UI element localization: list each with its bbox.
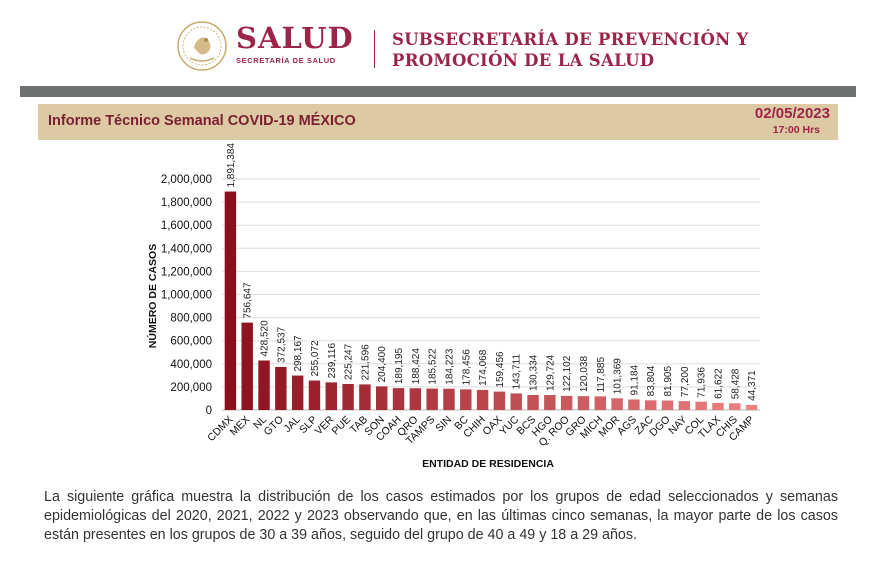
bar-ags [628,399,640,410]
value-label: 44,371 [747,370,758,401]
bar-mich [594,396,606,410]
bar-gro [577,396,590,410]
bar-oax [493,391,506,410]
page-header: SALUD SECRETARÍA DE SALUD SUBSECRETARÍA … [0,0,876,86]
value-labels: 1,891,384 756,647 428,520 372,537 298,167 255… [226,143,758,401]
value-label: 101,369 [613,358,624,395]
y-tick-label: 1,600,000 [161,220,212,232]
value-label: 239,116 [327,343,338,379]
value-label: 225,247 [344,343,355,380]
bar-sin [443,388,455,410]
header-divider-bar [20,86,856,97]
x-axis-ticks: CDMXMEXNLGTOJALSLPVERPUETABSONCOAHQROTAM… [205,413,757,449]
value-label: 81,905 [663,366,674,397]
value-label: 83,804 [646,365,657,396]
value-label: 120,038 [579,356,590,393]
y-tick-label: 1,800,000 [161,197,212,209]
chart-description: La siguiente gráfica muestra la distribu… [44,489,838,543]
value-label: 71,936 [697,367,708,398]
bar-col [695,401,707,410]
value-label: 255,072 [310,340,321,377]
subsecretaria-line-1: SUBSECRETARÍA DE PREVENCIÓN Y [392,30,749,49]
coat-of-arms-logo [177,21,227,71]
bar-camp [745,404,758,410]
brand-subtitle: SECRETARÍA DE SALUD [236,56,336,65]
value-label: 91,184 [629,364,640,395]
bar-pue [342,383,354,410]
report-title: Informe Técnico Semanal COVID-19 MÉXICO [48,113,356,129]
value-label: 189,195 [394,348,405,385]
subsecretaria-title: SUBSECRETARÍA DE PREVENCIÓN Y PROMOCIÓN … [392,29,749,71]
bar-mex [241,322,253,410]
bar-tamps [426,388,438,410]
bar-son [376,386,388,410]
value-label: 178,456 [461,349,472,386]
y-axis-ticks: 0 200,000 400,000 600,000 800,000 1,000,000 1,… [161,174,212,417]
y-tick-label: 2,000,000 [161,174,212,186]
y-axis-label: NÚMERO DE CASOS [146,244,159,348]
bar-tab [359,384,371,410]
y-tick-label: 1,000,000 [161,290,212,302]
bar-cdmx [224,191,237,410]
y-tick-label: 1,200,000 [161,266,212,278]
bar-jal [291,375,304,410]
bar-q-roo [560,395,573,410]
report-title-bar: Informe Técnico Semanal COVID-19 MÉXICO … [38,104,838,140]
value-label: 221,596 [360,344,371,381]
bar-nay [678,401,691,410]
y-tick-label: 800,000 [170,313,212,325]
value-label: 77,200 [680,366,691,397]
value-label: 159,456 [495,351,506,388]
y-tick-label: 1,400,000 [161,243,212,255]
bar-mor [611,398,623,410]
value-label: 1,891,384 [226,143,237,188]
value-label: 174,068 [478,349,489,386]
bar-ver [325,382,337,410]
bar-hgo [544,395,556,410]
value-label: 117,885 [596,357,607,393]
bar-nl [258,360,270,410]
chart-gridlines [222,178,760,411]
bar-chih [476,389,489,410]
value-label: 58,428 [730,368,741,399]
x-tick-label: MEX [228,414,253,439]
value-label: 204,400 [377,346,388,383]
value-label: 372,537 [276,326,287,363]
bar-bcs [527,394,539,410]
value-label: 756,647 [243,282,254,319]
value-label: 129,724 [545,354,556,391]
bar-yuc [510,393,522,410]
bar-slp [308,380,321,410]
bar-zac [645,400,657,410]
header-divider [374,30,375,68]
y-tick-label: 200,000 [170,382,212,394]
y-tick-label: 400,000 [170,359,212,371]
value-label: 143,711 [512,354,523,390]
bar-chis [729,403,741,410]
subsecretaria-line-2: PROMOCIÓN DE LA SALUD [392,51,655,70]
bar-gto [275,366,287,410]
value-label: 61,622 [713,368,724,399]
y-tick-label: 0 [206,405,212,417]
cases-by-state-chart: 0 200,000 400,000 600,000 800,000 1,000,000 1,… [146,143,760,470]
value-label: 298,167 [293,335,304,372]
bar-bc [460,389,472,410]
brand-logo: SALUD SECRETARÍA DE SALUD [236,22,354,65]
chart-bars [224,191,758,410]
value-label: 188,424 [411,348,422,385]
report-time: 17:00 Hrs [772,124,820,136]
value-label: 122,102 [562,355,573,392]
bar-qro [409,388,422,410]
value-label: 185,522 [428,348,439,385]
y-tick-label: 600,000 [170,336,212,348]
x-axis-label: ENTIDAD DE RESIDENCIA [422,458,554,470]
bar-dgo [661,400,674,410]
value-label: 130,334 [529,354,540,391]
brand-title: SALUD [236,21,354,55]
bar-tlax [712,402,724,410]
value-label: 184,223 [444,348,455,385]
report-date: 02/05/2023 [754,105,830,122]
bar-coah [392,388,405,410]
value-label: 428,520 [260,320,271,357]
